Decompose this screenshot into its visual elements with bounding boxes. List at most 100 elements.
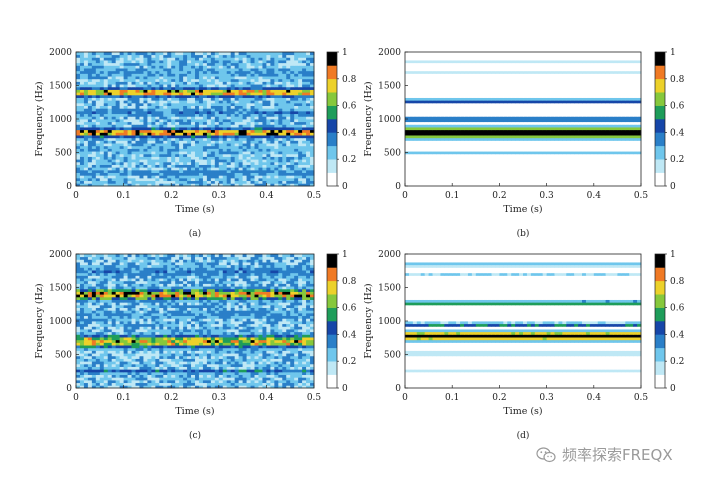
colorbar-tick-label: 0.8 [342, 75, 357, 85]
heatmap-cell [633, 175, 638, 179]
heatmap-cell [491, 153, 496, 157]
heatmap-cell [135, 145, 140, 149]
heatmap-cell [530, 183, 536, 187]
heatmap-cell [163, 169, 168, 173]
heatmap-cell [266, 62, 271, 66]
heatmap-cell [519, 169, 524, 173]
heatmap-cell [416, 169, 422, 173]
heatmap-cell [542, 124, 547, 128]
heatmap-cell [460, 113, 465, 117]
heatmap-cell [155, 102, 160, 106]
heatmap-cell [103, 127, 109, 131]
heatmap-cell [175, 60, 180, 64]
heatmap-cell [613, 143, 618, 147]
heatmap-cell [558, 137, 563, 141]
heatmap-cell [625, 161, 630, 165]
heatmap-cell [214, 102, 220, 106]
heatmap-cell [546, 108, 551, 112]
heatmap-cell [495, 129, 500, 133]
heatmap-cell [254, 124, 259, 128]
heatmap-cell [420, 183, 426, 187]
heatmap-cell [119, 153, 124, 157]
heatmap-cell [507, 110, 512, 115]
heatmap-cell [195, 156, 200, 160]
heatmap-cell [530, 145, 536, 149]
heatmap-cell [282, 65, 287, 69]
heatmap-cell [491, 102, 496, 106]
heatmap-cell [238, 78, 243, 82]
heatmap-cell [246, 143, 251, 147]
heatmap-cell [258, 137, 263, 141]
heatmap-cell [511, 137, 516, 141]
heatmap-cell [629, 127, 634, 131]
heatmap-cell [270, 68, 275, 72]
heatmap-cell [230, 54, 236, 58]
heatmap-cell [515, 175, 520, 179]
heatmap-cell [79, 116, 85, 120]
heatmap-cell [183, 137, 188, 141]
heatmap-cell [511, 145, 516, 149]
heatmap-cell [298, 180, 303, 184]
heatmap-cell [538, 116, 544, 120]
heatmap-cell [99, 164, 105, 168]
heatmap-cell [570, 108, 575, 112]
heatmap-cell [483, 108, 488, 112]
heatmap-cell [135, 172, 140, 176]
heatmap-cell [163, 60, 168, 64]
heatmap-cell [448, 113, 453, 117]
heatmap-cell [206, 119, 212, 123]
heatmap-cell [408, 108, 414, 112]
heatmap-cell [214, 76, 220, 80]
heatmap-cell [91, 54, 97, 58]
heatmap-cell [119, 94, 124, 98]
heatmap-cell [179, 78, 184, 82]
heatmap-cell [163, 135, 168, 139]
heatmap-cell [534, 145, 540, 149]
heatmap-cell [613, 113, 618, 117]
heatmap-cell [254, 169, 259, 173]
heatmap-cell [412, 183, 418, 187]
heatmap-cell [202, 177, 208, 182]
heatmap-cell [127, 119, 132, 123]
heatmap-cell [302, 159, 307, 163]
heatmap-cell [282, 127, 287, 131]
heatmap-cell [298, 52, 303, 56]
heatmap-cell [206, 78, 212, 82]
heatmap-cell [538, 148, 544, 152]
heatmap-cell [123, 68, 128, 72]
heatmap-cell [159, 113, 164, 117]
heatmap-cell [179, 143, 184, 147]
heatmap-cell [123, 121, 128, 125]
heatmap-cell [147, 159, 152, 163]
heatmap-cell [218, 60, 224, 64]
heatmap-cell [416, 108, 422, 112]
heatmap-cell [416, 161, 422, 165]
heatmap-cell [625, 102, 630, 106]
heatmap-cell [187, 148, 192, 152]
heatmap-cell [534, 127, 540, 131]
heatmap-cell [115, 121, 121, 125]
heatmap-cell [143, 65, 148, 69]
heatmap-cell [238, 172, 243, 176]
heatmap-cell [302, 127, 307, 131]
heatmap-cell [175, 153, 180, 157]
heatmap-cell [87, 97, 93, 101]
heatmap-cell [526, 161, 532, 165]
heatmap-cell [593, 175, 599, 179]
heatmap-cell [471, 100, 477, 104]
heatmap-cell [633, 151, 638, 155]
heatmap-cell [234, 70, 240, 74]
heatmap-cell [452, 119, 457, 123]
heatmap-cell [238, 116, 243, 120]
heatmap-cell [483, 102, 488, 106]
heatmap-cell [206, 183, 212, 187]
heatmap-cell [601, 148, 606, 152]
heatmap-cell [151, 161, 156, 165]
heatmap-cell [210, 167, 216, 171]
heatmap-cell [210, 65, 216, 69]
heatmap-cell [499, 148, 504, 152]
heatmap-cell [226, 89, 232, 93]
heatmap-cell [448, 140, 453, 144]
heatmap-cell [298, 143, 303, 147]
